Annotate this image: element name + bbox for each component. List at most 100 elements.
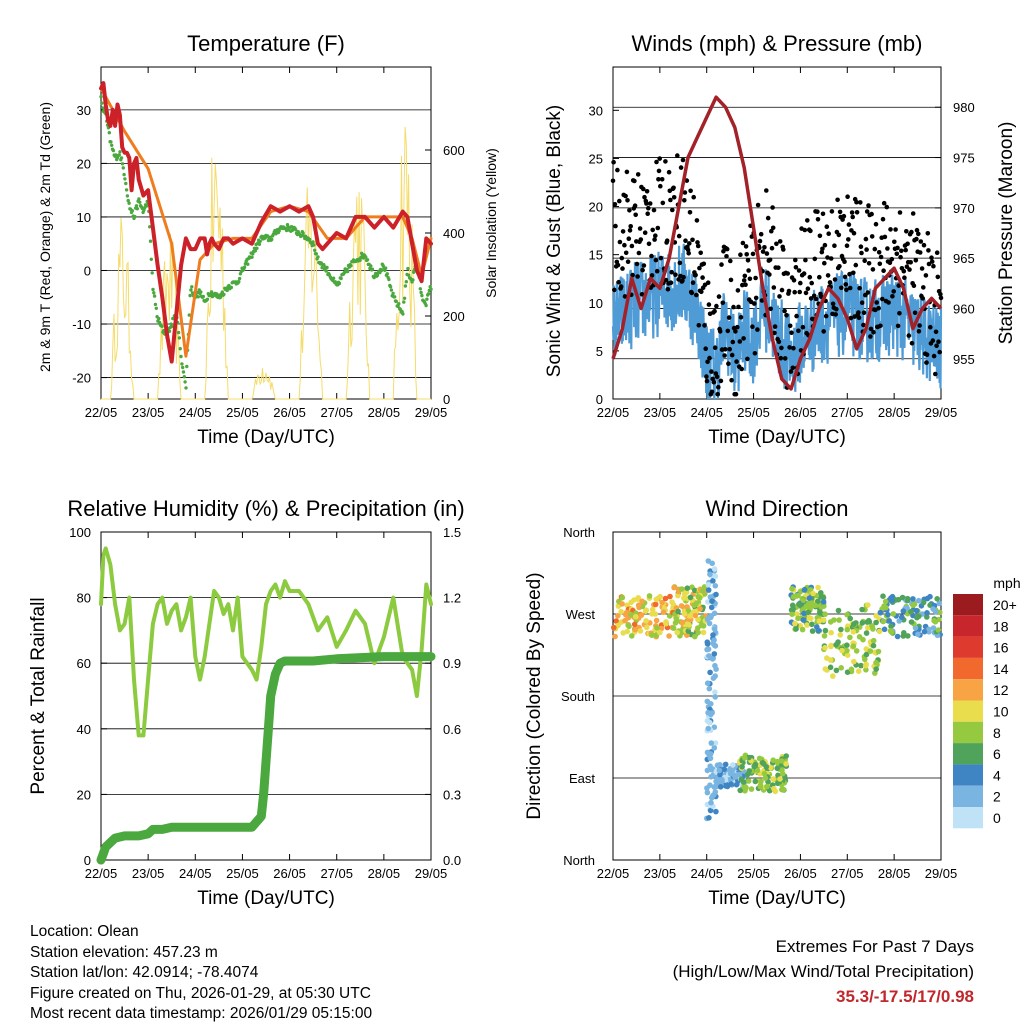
direction-legend-swatch [953, 615, 983, 637]
direction-point [708, 740, 715, 746]
winds-gust-point [785, 271, 790, 276]
direction-point [838, 626, 844, 633]
winds-gust-point [842, 274, 848, 280]
winds-gust-point [836, 232, 842, 238]
direction-point [628, 612, 634, 618]
direction-point [710, 632, 716, 638]
winds-gust-point [841, 213, 847, 219]
direction-point [779, 758, 785, 764]
temperature-dewpoint-point [180, 362, 184, 366]
humidity-ytick-label: 40 [77, 722, 91, 737]
direction-point [704, 767, 711, 774]
temperature-dewpoint-point [196, 295, 200, 299]
winds-gust-point [705, 359, 710, 365]
direction-point [675, 592, 681, 599]
winds-gust-point [666, 169, 672, 175]
winds-gust-point [626, 236, 632, 241]
winds-gust-point [928, 324, 933, 330]
direction-point [924, 614, 930, 620]
direction-point [900, 608, 907, 614]
winds-gust-point [868, 326, 874, 332]
temperature-dewpoint-point [118, 150, 122, 154]
direction-point [637, 628, 644, 634]
winds-gust-point [892, 239, 897, 245]
winds-gust-point [612, 287, 617, 293]
temperature-dewpoint-point [137, 197, 141, 201]
winds-gust-point [865, 290, 871, 295]
winds-gust-point [820, 246, 825, 252]
temperature-dewpoint-point [183, 380, 187, 384]
direction-point [809, 621, 815, 628]
winds-gust-point [905, 241, 910, 247]
winds-gust-point [620, 266, 625, 271]
direction-point [728, 781, 734, 787]
direction-point [904, 605, 910, 612]
direction-xtick-label: 28/05 [878, 866, 911, 881]
direction-legend-label: 2 [993, 789, 1001, 805]
direction-point [695, 616, 701, 623]
direction-legend-swatch [953, 636, 983, 658]
winds-gust-point [938, 291, 943, 297]
direction-point [821, 633, 828, 639]
direction-point [859, 606, 865, 613]
winds-gust-point [916, 231, 921, 237]
direction-point [792, 620, 798, 627]
direction-point [930, 625, 937, 631]
winds-gust-point [746, 268, 751, 273]
direction-point [780, 786, 787, 793]
direction-point [876, 628, 883, 635]
winds-gust-point [705, 280, 711, 286]
winds-gust-point [807, 274, 813, 280]
temperature-dewpoint-point [185, 364, 189, 369]
winds-gust-point [615, 262, 621, 268]
direction-point [681, 611, 688, 617]
direction-point [643, 607, 650, 613]
direction-point [687, 613, 693, 619]
winds-gust-point [706, 302, 712, 307]
winds-gust-point [726, 361, 731, 367]
winds-gust-point [832, 277, 838, 282]
temperature-dewpoint-point [184, 386, 188, 390]
winds-gust-point [901, 268, 907, 274]
winds-gust-point [770, 225, 776, 231]
winds-gust-point [749, 234, 755, 239]
temperature-dewpoint-point [177, 336, 182, 340]
temperature-dewpoint-point [190, 285, 194, 289]
winds-gust-point [639, 292, 645, 297]
direction-point [820, 594, 827, 601]
winds-gust-point [828, 256, 834, 261]
winds-gust-point [908, 260, 913, 265]
winds-gust-point [742, 273, 748, 279]
direction-point [739, 764, 745, 770]
temperature-dewpoint-point [388, 285, 393, 289]
extremes-box: Extremes For Past 7 Days (High/Low/Max W… [673, 934, 974, 1009]
winds-gust-point [664, 238, 670, 243]
winds-gust-point [649, 273, 655, 278]
winds-gust-point [700, 275, 705, 280]
winds-gust-point [863, 236, 869, 242]
winds-gust-point [736, 304, 741, 310]
temperature-dewpoint-point [294, 228, 298, 232]
direction-point [844, 647, 850, 654]
winds-gust-point [884, 204, 890, 210]
temperature-ylabel-right: Solar Insolation (Yellow) [483, 148, 499, 298]
direction-point [789, 611, 795, 617]
direction-point [624, 628, 631, 635]
winds-gust-point [917, 323, 922, 328]
winds-gust-point [610, 178, 616, 184]
winds-gust-point [796, 268, 802, 273]
winds-ylabel-right: Station Pressure (Maroon) [996, 122, 1017, 345]
temperature-dewpoint-point [277, 229, 281, 233]
winds-gust-point [837, 209, 843, 215]
winds-gust-point [809, 280, 814, 286]
winds-gust-point [665, 286, 671, 292]
temperature-dewpoint-point [349, 264, 353, 268]
direction-point [691, 602, 698, 608]
direction-point [712, 694, 718, 700]
winds-gust-point [721, 249, 726, 254]
winds-gust-point [669, 269, 674, 275]
temperature-dewpoint-point [325, 265, 329, 270]
direction-point [795, 615, 801, 622]
temperature-dewpoint-point [134, 204, 139, 208]
direction-point [830, 673, 836, 679]
